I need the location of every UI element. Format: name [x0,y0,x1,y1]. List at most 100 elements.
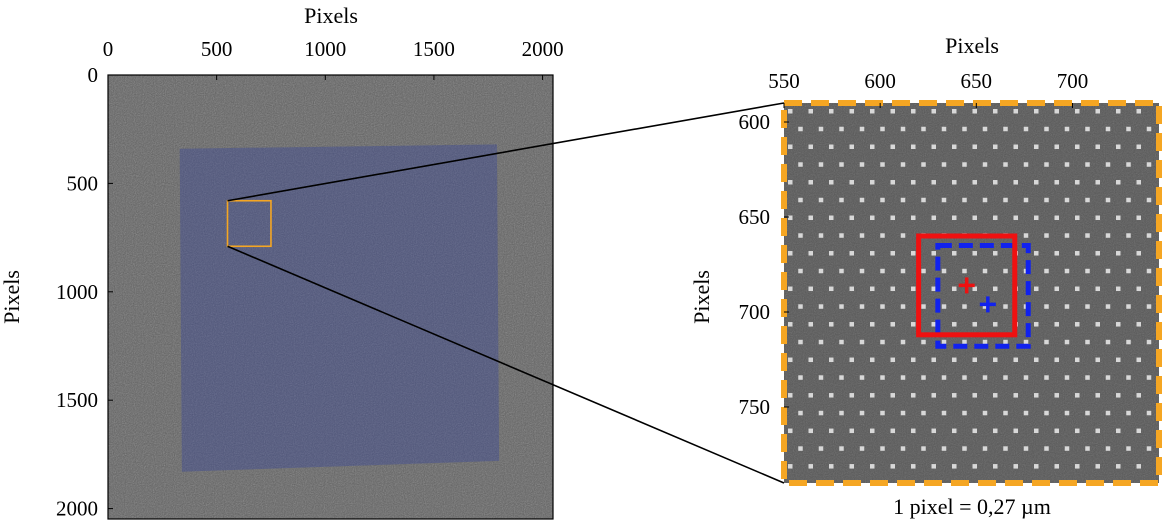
lattice-dot [1075,322,1080,327]
lattice-dot [1034,215,1039,221]
lattice-dot [1023,126,1029,132]
lattice-dot [1003,410,1008,416]
lattice-dot [1126,162,1131,167]
lattice-dot [808,357,813,363]
lattice-dot [1095,180,1100,185]
lattice-dot [931,109,936,114]
lattice-dot [1044,375,1049,380]
lattice-dot [1146,268,1152,274]
lattice-dot [870,428,875,434]
lattice-dot [931,215,936,221]
lattice-dot [1116,357,1121,363]
lattice-dot [993,286,998,292]
lattice-dot [1116,322,1121,327]
lattice-dot [829,215,834,221]
lattice-dot [1105,339,1111,345]
lattice-dot [962,339,967,345]
lattice-dot [911,251,916,256]
lattice-dot [1023,375,1029,380]
lattice-dot [921,446,926,451]
lattice-dot [808,109,813,114]
lattice-dot [1085,162,1090,167]
lattice-dot [880,233,885,238]
lattice-dot [829,144,834,150]
lattice-dot [911,215,916,221]
lattice-dot [941,446,947,451]
lattice-dot [993,215,998,221]
lattice-dot [788,428,793,434]
lattice-dot [798,446,803,451]
lattice-dot [941,197,947,203]
lattice-dot [982,410,988,416]
lattice-dot [1095,286,1100,292]
lattice-dot [931,428,936,434]
lattice-dot [931,464,936,469]
lattice-dot [808,180,813,185]
lattice-dot [1064,126,1070,132]
lattice-dot [870,109,875,114]
lattice-dot [941,162,947,167]
lattice-dot [808,322,813,327]
red-box [916,233,1018,338]
lattice-dot [829,357,834,363]
lattice-dot [859,197,865,203]
lattice-dot [1126,446,1131,451]
lattice-dot [1034,286,1039,292]
lattice-dot [931,286,936,292]
lattice-dot [911,393,916,398]
lattice-dot [962,268,967,274]
lattice-dot [1126,339,1131,345]
lattice-dot [1095,251,1100,256]
lattice-dot [849,286,854,292]
lattice-dot [952,428,957,434]
lattice-dot [993,251,998,256]
lattice-dot [1023,410,1029,416]
lattice-dot [839,162,844,167]
lattice-dot [1146,162,1152,167]
blue-dashed-box [935,243,1031,349]
lattice-dot [972,109,977,114]
lattice-dot [993,393,998,398]
lattice-dot [1085,268,1090,274]
lattice-dot [1095,322,1100,327]
lattice-dot [870,251,875,256]
lattice-dot [1023,197,1029,203]
lattice-dot [1064,410,1070,416]
lattice-dot [849,357,854,363]
lattice-dot [798,268,803,274]
lattice-dot [839,410,844,416]
lattice-dots [788,109,1152,469]
lattice-dot [1126,126,1131,132]
lattice-dot [921,197,926,203]
lattice-dot [972,180,977,185]
lattice-dot [1105,446,1111,451]
lattice-dot [870,144,875,150]
lattice-dot [870,357,875,363]
lattice-dot [859,304,865,309]
lattice-dot [1013,464,1018,469]
lattice-dot [952,144,957,150]
lattice-dot [890,144,895,150]
lattice-dot [829,322,834,327]
right-y-tick-label: 600 [739,110,771,134]
lattice-dot [859,126,865,132]
lattice-dot [1064,233,1070,238]
lattice-dot [1054,428,1059,434]
lattice-dot [839,197,844,203]
lattice-dot [818,233,824,238]
lattice-dot [818,446,824,451]
right-x-tick-label: 650 [961,69,993,93]
lattice-dot [911,428,916,434]
lattice-dot [870,180,875,185]
lattice-dot [1116,464,1121,469]
lattice-dot [1136,464,1141,469]
lattice-dot [818,162,824,167]
lattice-dot [962,126,967,132]
lattice-dot [952,251,957,256]
lattice-dot [952,322,957,327]
lattice-dot [1085,375,1090,380]
lattice-dot [900,197,906,203]
lattice-dot [900,339,906,345]
lattice-dot [1085,233,1090,238]
